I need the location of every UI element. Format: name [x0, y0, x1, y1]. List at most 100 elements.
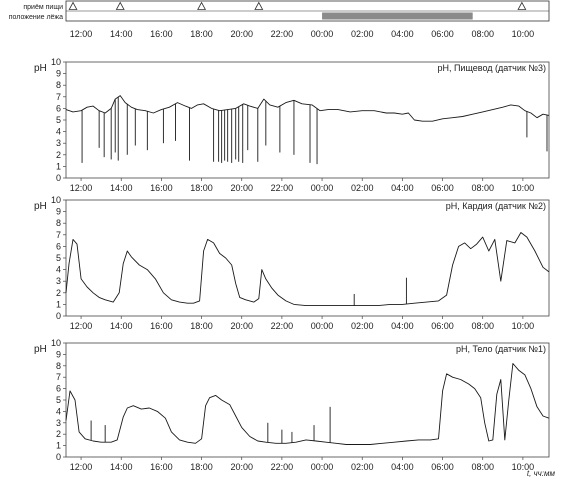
y-tick-label: 4 — [56, 127, 61, 137]
x-tick-label: 12:00 — [70, 321, 93, 331]
x-tick-label: 04:00 — [391, 462, 414, 472]
panel-title: pH, Тело (датчик №1) — [456, 344, 546, 354]
y-tick-label: 6 — [56, 241, 61, 251]
event-axis-tick-label: 18:00 — [190, 29, 213, 39]
x-axis-unit-label: t, чч:мм — [527, 469, 556, 478]
x-tick-label: 08:00 — [471, 321, 494, 331]
x-tick-label: 20:00 — [230, 321, 253, 331]
panel-title: pH, Кардия (датчик №2) — [446, 201, 546, 211]
event-track: приём пищи положение лёжа 12:00 14:00 16:00 1… — [9, 0, 550, 39]
lying-row-label: положение лёжа — [9, 14, 63, 21]
y-tick-label: 5 — [56, 115, 61, 125]
ph-panel-3: 01 23 456 78 910 pH pH, Тело (датчик №1) 12:00 1… — [34, 338, 550, 472]
x-tick-label: 06:00 — [431, 321, 454, 331]
y-tick-label: 0 — [56, 452, 61, 462]
event-axis-tick-label: 22:00 — [271, 29, 294, 39]
y-tick-label: 7 — [56, 230, 61, 240]
meal-marker — [517, 1, 527, 10]
y-tick-label: 8 — [56, 218, 61, 228]
y-tick-label: 3 — [56, 276, 61, 286]
x-tick-label: 12:00 — [70, 462, 93, 472]
event-axis-tick-label: 02:00 — [351, 29, 374, 39]
event-axis-tick-label: 06:00 — [431, 29, 454, 39]
x-tick-label: 06:00 — [431, 462, 454, 472]
x-tick-label: 14:00 — [110, 462, 133, 472]
y-tick-label: 9 — [56, 349, 61, 359]
y-tick-label: 4 — [56, 406, 61, 416]
event-axis-tick-label: 10:00 — [512, 29, 535, 39]
y-tick-label: 3 — [56, 138, 61, 148]
y-tick-label: 2 — [56, 288, 61, 298]
y-tick-label: 0 — [56, 173, 61, 183]
x-tick-label: 00:00 — [311, 183, 334, 193]
y-tick-label: 3 — [56, 418, 61, 428]
ph-panel-1: 0 12 34 5 67 89 10 pH pH, Пищевод (датчик №3) 12:… — [34, 57, 550, 193]
x-tick-label: 10:00 — [512, 183, 535, 193]
ph-series-line — [65, 232, 550, 307]
y-axis-label: pH — [34, 201, 47, 212]
x-tick-label: 04:00 — [391, 183, 414, 193]
ph-panel-2: 0 12 34 5 67 89 10 pH pH, Кардия (датчик №2) 12:0… — [34, 195, 550, 331]
x-tick-label: 10:00 — [512, 462, 535, 472]
y-tick-label: 10 — [51, 57, 61, 67]
x-tick-label: 18:00 — [190, 183, 213, 193]
y-tick-label: 8 — [56, 80, 61, 90]
y-tick-label: 10 — [51, 338, 61, 348]
meal-marker — [115, 1, 125, 10]
x-tick-label: 16:00 — [150, 321, 173, 331]
x-tick-label: 08:00 — [471, 183, 494, 193]
y-tick-label: 7 — [56, 92, 61, 102]
y-tick-label: 8 — [56, 361, 61, 371]
y-axis-label: pH — [34, 63, 47, 74]
x-tick-label: 22:00 — [271, 321, 294, 331]
x-tick-label: 12:00 — [70, 183, 93, 193]
x-tick-label: 20:00 — [230, 183, 253, 193]
y-tick-label: 1 — [56, 441, 61, 451]
y-tick-label: 2 — [56, 150, 61, 160]
plot-frame — [65, 61, 550, 179]
y-tick-label: 10 — [51, 195, 61, 205]
x-tick-label: 22:00 — [271, 462, 294, 472]
x-tick-label: 14:00 — [110, 321, 133, 331]
x-tick-label: 02:00 — [351, 321, 374, 331]
y-tick-label: 6 — [56, 103, 61, 113]
y-tick-label: 9 — [56, 207, 61, 217]
event-axis-tick-label: 00:00 — [311, 29, 334, 39]
event-axis-tick-label: 16:00 — [150, 29, 173, 39]
y-axis-label: pH — [34, 344, 47, 355]
event-axis-tick-label: 14:00 — [110, 29, 133, 39]
y-tick-label: 9 — [56, 69, 61, 79]
x-tick-label: 14:00 — [110, 183, 133, 193]
x-tick-label: 10:00 — [512, 321, 535, 331]
x-tick-label: 20:00 — [230, 462, 253, 472]
event-axis-tick-label: 12:00 — [70, 29, 93, 39]
y-tick-label: 5 — [56, 253, 61, 263]
meal-marker — [197, 1, 207, 10]
x-tick-label: 00:00 — [311, 462, 334, 472]
x-tick-label: 16:00 — [150, 183, 173, 193]
lying-interval-bar — [322, 12, 473, 20]
y-tick-label: 5 — [56, 395, 61, 405]
meal-marker — [68, 1, 78, 10]
y-tick-label: 2 — [56, 429, 61, 439]
x-tick-label: 22:00 — [271, 183, 294, 193]
y-tick-label: 4 — [56, 265, 61, 275]
event-axis-tick-label: 08:00 — [471, 29, 494, 39]
y-tick-label: 7 — [56, 372, 61, 382]
x-tick-label: 02:00 — [351, 462, 374, 472]
panel-title: pH, Пищевод (датчик №3) — [437, 63, 546, 73]
ph-series-line — [65, 95, 550, 122]
event-axis-tick-label: 20:00 — [230, 29, 253, 39]
y-tick-label: 0 — [56, 311, 61, 321]
x-tick-label: 04:00 — [391, 321, 414, 331]
event-axis-tick-label: 04:00 — [391, 29, 414, 39]
x-tick-label: 06:00 — [431, 183, 454, 193]
plot-frame — [65, 342, 550, 458]
plot-frame — [65, 199, 550, 317]
x-tick-label: 08:00 — [471, 462, 494, 472]
x-tick-label: 18:00 — [190, 462, 213, 472]
meal-row-label: приём пищи — [23, 4, 63, 11]
y-tick-label: 1 — [56, 161, 61, 171]
